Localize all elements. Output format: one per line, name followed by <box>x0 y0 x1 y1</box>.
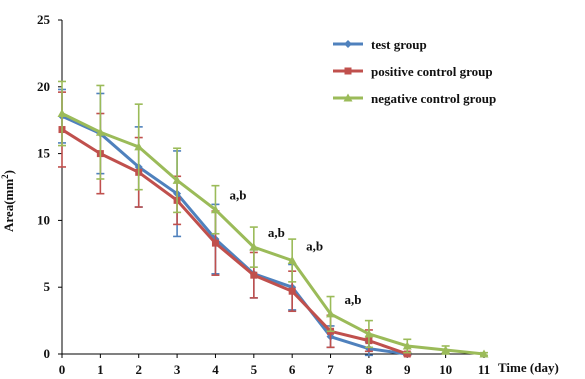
x-ticks: 0 1 2 3 4 5 6 7 8 9 10 11 <box>59 354 490 377</box>
series-line <box>61 114 408 356</box>
data-point <box>326 309 336 318</box>
y-axis-label: Area(mm2) <box>0 170 16 232</box>
data-point <box>211 239 219 247</box>
legend-label: positive control group <box>371 64 493 79</box>
x-tick-label: 1 <box>97 362 104 377</box>
x-tick-label: 8 <box>366 362 373 377</box>
legend-marker <box>344 67 352 75</box>
x-tick-label: 3 <box>174 362 181 377</box>
axes: 0 5 10 15 20 25 0 1 2 3 4 5 6 7 8 9 10 11 <box>37 12 490 377</box>
y-ticks: 0 5 10 15 20 25 <box>37 12 62 361</box>
data-point <box>249 242 259 251</box>
data-point <box>479 349 489 358</box>
data-point <box>95 127 105 136</box>
x-tick-label: 10 <box>439 362 452 377</box>
legend-item-3: negative control group <box>333 91 496 106</box>
series-3 <box>57 80 489 358</box>
y-tick-label: 25 <box>37 12 51 27</box>
x-tick-label: 7 <box>327 362 334 377</box>
x-tick-label: 11 <box>478 362 490 377</box>
x-axis-label: Time (day) <box>498 360 559 375</box>
x-tick-label: 2 <box>135 362 142 377</box>
data-point <box>287 255 297 264</box>
y-tick-label: 20 <box>37 79 50 94</box>
significance-annotation: a,b <box>229 188 246 203</box>
y-tick-label: 10 <box>37 212 50 227</box>
data-point <box>403 350 411 358</box>
data-point <box>402 341 412 350</box>
x-tick-label: 5 <box>251 362 258 377</box>
data-point <box>172 175 182 184</box>
data-point <box>441 345 451 354</box>
data-point <box>57 109 67 118</box>
legend-item-1: test group <box>333 37 427 52</box>
data-point <box>250 271 258 279</box>
legend: test group positive control group negative… <box>333 37 496 106</box>
legend-label: negative control group <box>371 91 496 106</box>
significance-annotation: a,b <box>345 292 362 307</box>
data-point <box>134 142 144 151</box>
series-layer <box>57 80 489 358</box>
y-tick-label: 15 <box>37 146 51 161</box>
series-line <box>61 128 408 356</box>
x-tick-label: 4 <box>212 362 219 377</box>
series-2 <box>58 91 412 358</box>
significance-annotation: a,b <box>268 225 285 240</box>
legend-marker <box>344 40 352 48</box>
legend-label: test group <box>371 37 427 52</box>
data-point <box>210 205 220 214</box>
data-point <box>288 287 296 295</box>
series-line <box>61 112 485 356</box>
legend-marker <box>343 93 353 102</box>
x-tick-label: 0 <box>59 362 66 377</box>
series-1 <box>58 88 412 358</box>
y-tick-label: 0 <box>44 346 51 361</box>
x-tick-label: 6 <box>289 362 296 377</box>
annotation-layer: a,b a,b a,b a,b <box>229 188 361 307</box>
significance-annotation: a,b <box>306 238 323 253</box>
data-point <box>364 329 374 338</box>
x-tick-label: 9 <box>404 362 411 377</box>
y-tick-label: 5 <box>44 279 51 294</box>
legend-item-2: positive control group <box>333 64 493 79</box>
